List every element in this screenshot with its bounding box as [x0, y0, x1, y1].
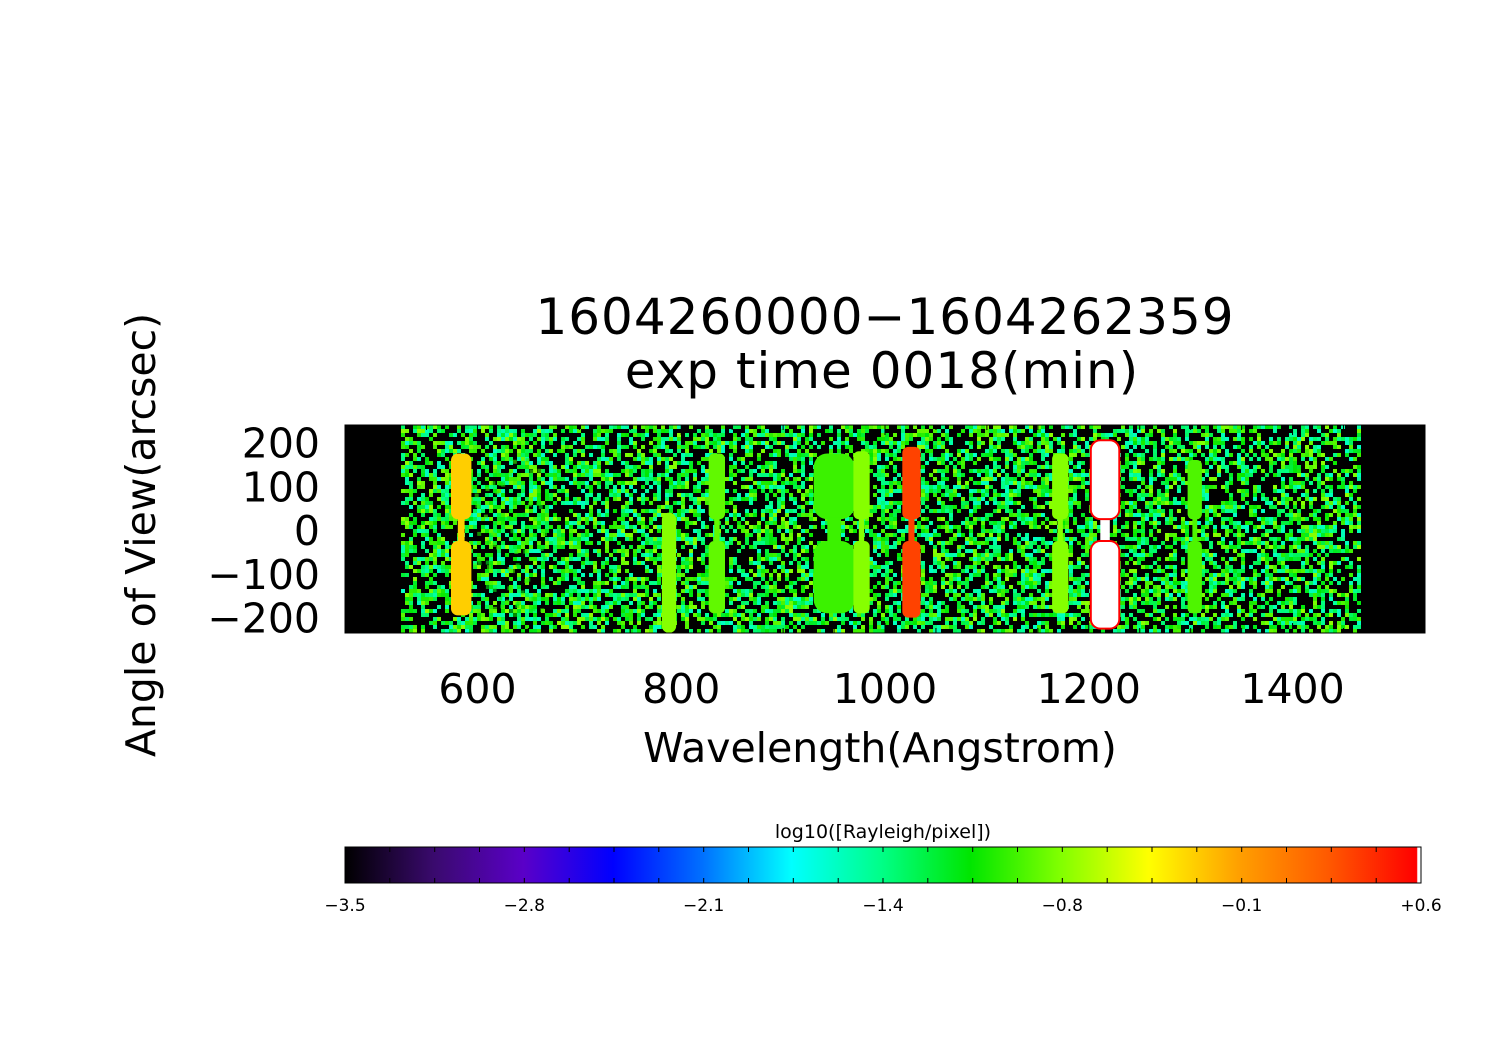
y-tick-label: 100: [242, 463, 320, 511]
x-axis-label: Wavelength(Angstrom): [643, 724, 1117, 772]
emission-lines: [451, 439, 1202, 633]
emission-line-1026: [902, 446, 921, 618]
x-tick-label: 600: [438, 665, 516, 713]
chart-title: 1604260000−1604262359: [535, 288, 1234, 346]
x-tick-label: 1400: [1240, 665, 1344, 713]
emission-line-1216: [1089, 439, 1121, 630]
chart-subtitle: exp time 0018(min): [625, 342, 1140, 400]
colorbar-tick-label: −0.8: [1042, 896, 1083, 916]
colorbar: [344, 846, 1422, 884]
x-tick-label: 1000: [833, 665, 937, 713]
spectrum-image: [345, 425, 1425, 633]
y-tick-label: −200: [207, 595, 320, 643]
x-axis: 600 800 1000 1200 1400: [375, 425, 1395, 713]
emission-line-977: [853, 451, 870, 614]
emission-line-1172: [1052, 453, 1069, 614]
colorbar-tick-label: −0.1: [1221, 896, 1262, 916]
emission-line-584: [451, 453, 472, 616]
y-axis-label: Angle of View(arcsec): [117, 313, 165, 757]
emission-line-950: [813, 453, 855, 614]
emission-line-630: [473, 458, 547, 617]
background-noise: [401, 425, 1361, 633]
colorbar-title: log10([Rayleigh/pixel]): [775, 821, 991, 843]
colorbar-tick-label: +0.6: [1400, 896, 1441, 916]
colorbar-tick-label: −2.1: [683, 896, 724, 916]
y-tick-label: 200: [242, 420, 320, 468]
colorbar-tick-label: −3.5: [324, 896, 365, 916]
y-tick-label: 0: [294, 507, 320, 555]
y-tick-label: −100: [207, 551, 320, 599]
x-tick-label: 800: [642, 665, 720, 713]
colorbar-ticks: −3.5 −2.8 −2.1 −1.4 −0.8 −0.1 +0.6: [324, 847, 1442, 916]
x-tick-label: 1200: [1037, 665, 1141, 713]
emission-line-788: [661, 512, 677, 633]
colorbar-tick-label: −1.4: [862, 896, 903, 916]
emission-line-1304: [1187, 460, 1202, 614]
emission-line-835: [708, 453, 725, 614]
colorbar-tick-label: −2.8: [504, 896, 545, 916]
